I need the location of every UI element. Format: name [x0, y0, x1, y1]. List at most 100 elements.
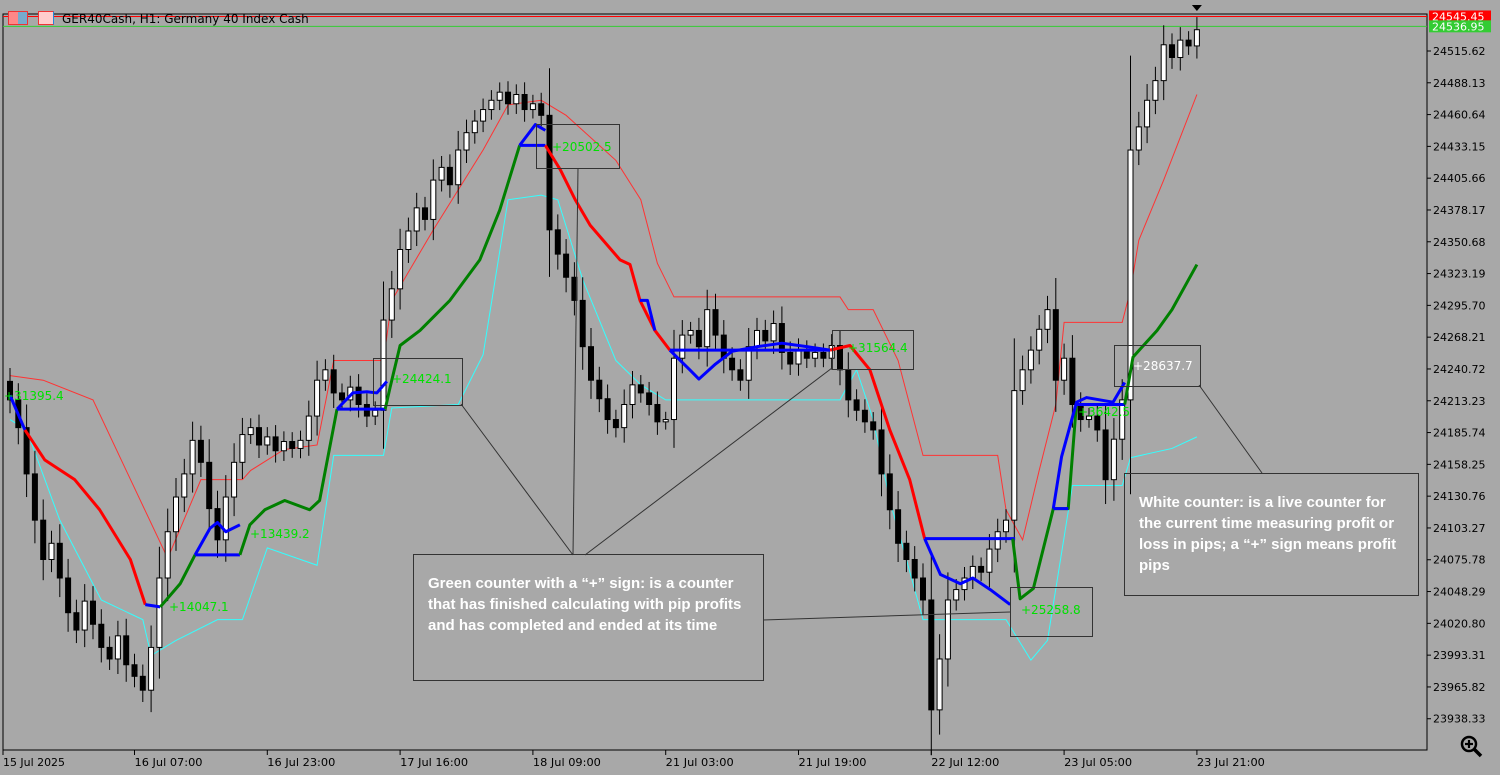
counter-label: +31395.4: [4, 389, 64, 403]
candle: [895, 509, 902, 544]
candle: [687, 329, 694, 336]
y-tick-label: 24240.72: [1433, 363, 1486, 376]
counter-label: +31564.4: [848, 341, 908, 355]
candle: [405, 230, 412, 251]
candle: [1061, 357, 1068, 381]
x-tick-label: 23 Jul 21:00: [1197, 756, 1265, 769]
candle: [994, 531, 1001, 550]
candle: [1011, 390, 1018, 521]
annotation-leader-line: [762, 611, 1011, 621]
candle: [1044, 309, 1051, 330]
candle: [206, 461, 213, 510]
signal-line-segment: [923, 538, 1012, 606]
candle: [422, 207, 428, 220]
candle: [197, 439, 204, 463]
signal-line-segment: [1051, 381, 1126, 509]
candle: [7, 380, 13, 401]
live-counter-label: +28637.7: [1133, 359, 1193, 373]
y-tick-label: 24020.80: [1433, 617, 1486, 630]
candle: [131, 664, 138, 677]
candle: [770, 323, 777, 342]
candle: [40, 519, 47, 560]
candle: [903, 542, 910, 560]
signal-line-segment: [238, 408, 339, 556]
counter-label: +20502.5: [552, 140, 612, 154]
candle: [48, 542, 55, 560]
candle: [637, 384, 644, 394]
candle: [1110, 438, 1117, 481]
signal-line-segment: [23, 429, 147, 606]
y-tick-label: 24075.78: [1433, 554, 1486, 567]
candle: [928, 599, 935, 711]
y-tick-label: 24350.68: [1433, 236, 1486, 249]
zoom-in-icon[interactable]: [1459, 734, 1483, 758]
candle: [173, 496, 179, 533]
candle: [90, 600, 96, 625]
candle: [1027, 349, 1034, 371]
signal-line-segment: [145, 603, 161, 609]
candle: [413, 207, 420, 232]
candle: [529, 103, 536, 111]
counter-label: +3642.5: [1078, 405, 1131, 419]
candle: [513, 94, 520, 105]
annotation-leader-line: [460, 403, 574, 556]
candle: [222, 496, 229, 541]
candle: [787, 351, 794, 365]
candle: [189, 439, 196, 475]
candle: [272, 436, 279, 452]
candle: [23, 427, 30, 475]
candle: [1019, 369, 1026, 392]
candle: [538, 103, 545, 116]
candle: [845, 369, 852, 401]
x-tick-label: 15 Jul 2025: [3, 756, 65, 769]
candle: [1177, 39, 1184, 58]
indicator-icon[interactable]: [38, 11, 54, 25]
x-tick-label: 18 Jul 09:00: [533, 756, 601, 769]
x-tick-label: 23 Jul 05:00: [1064, 756, 1132, 769]
candle: [986, 548, 993, 573]
candle: [712, 309, 719, 336]
candle: [579, 299, 586, 348]
candle: [853, 399, 860, 411]
y-tick-label: 24460.64: [1433, 109, 1486, 122]
candle: [430, 179, 437, 220]
candle: [729, 357, 736, 371]
green-counter-annotation: Green counter with a “+” sign: is a coun…: [413, 554, 764, 681]
candle: [861, 409, 868, 423]
x-tick-label: 22 Jul 12:00: [931, 756, 999, 769]
candle: [646, 392, 653, 405]
y-tick-label: 24488.13: [1433, 77, 1486, 90]
signal-line-segment: [383, 144, 522, 410]
candle: [397, 249, 404, 290]
candle: [828, 345, 835, 359]
candle: [911, 558, 918, 579]
y-tick-label: 24213.23: [1433, 395, 1486, 408]
current-bar-marker-icon: [1191, 5, 1202, 11]
candle: [1185, 39, 1192, 47]
candle: [73, 612, 80, 631]
signal-line-segment: [1123, 263, 1199, 405]
candle: [156, 577, 163, 648]
counter-label: +14047.1: [169, 600, 229, 614]
candle: [1193, 29, 1200, 47]
candle: [969, 565, 976, 579]
candle: [704, 309, 711, 348]
candle: [496, 91, 503, 101]
candle: [953, 589, 960, 601]
lower-band-line: [9, 194, 1198, 661]
candle: [148, 646, 155, 691]
candle: [671, 357, 677, 421]
candle: [31, 473, 38, 521]
candle: [264, 436, 271, 446]
candle: [1003, 519, 1009, 533]
candle: [1102, 429, 1109, 481]
chart-grid-icon[interactable]: [8, 11, 28, 25]
counter-label: +13439.2: [250, 527, 310, 541]
candle: [612, 419, 619, 429]
signal-line-segment: [193, 520, 241, 556]
y-tick-label: 24130.76: [1433, 490, 1486, 503]
candle: [56, 542, 63, 579]
candle: [256, 427, 262, 446]
candle: [455, 149, 462, 186]
